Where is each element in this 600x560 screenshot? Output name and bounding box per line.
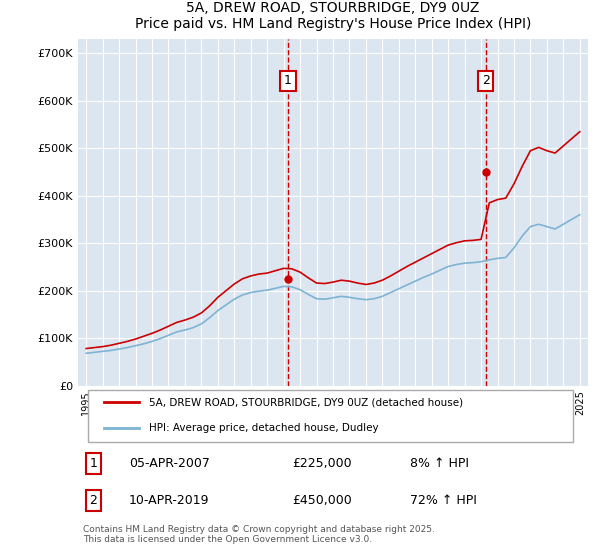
Text: 1: 1 [284,74,292,87]
Text: £450,000: £450,000 [292,494,352,507]
Text: HPI: Average price, detached house, Dudley: HPI: Average price, detached house, Dudl… [149,423,379,433]
Text: 5A, DREW ROAD, STOURBRIDGE, DY9 0UZ (detached house): 5A, DREW ROAD, STOURBRIDGE, DY9 0UZ (det… [149,397,464,407]
Text: 2: 2 [89,494,97,507]
FancyBboxPatch shape [88,390,573,442]
Title: 5A, DREW ROAD, STOURBRIDGE, DY9 0UZ
Price paid vs. HM Land Registry's House Pric: 5A, DREW ROAD, STOURBRIDGE, DY9 0UZ Pric… [135,1,531,31]
Text: 72% ↑ HPI: 72% ↑ HPI [409,494,476,507]
Text: 1: 1 [89,457,97,470]
Text: £225,000: £225,000 [292,457,352,470]
Text: Contains HM Land Registry data © Crown copyright and database right 2025.
This d: Contains HM Land Registry data © Crown c… [83,525,435,544]
Text: 8% ↑ HPI: 8% ↑ HPI [409,457,469,470]
Text: 2: 2 [482,74,490,87]
Text: 05-APR-2007: 05-APR-2007 [129,457,210,470]
Text: 10-APR-2019: 10-APR-2019 [129,494,209,507]
